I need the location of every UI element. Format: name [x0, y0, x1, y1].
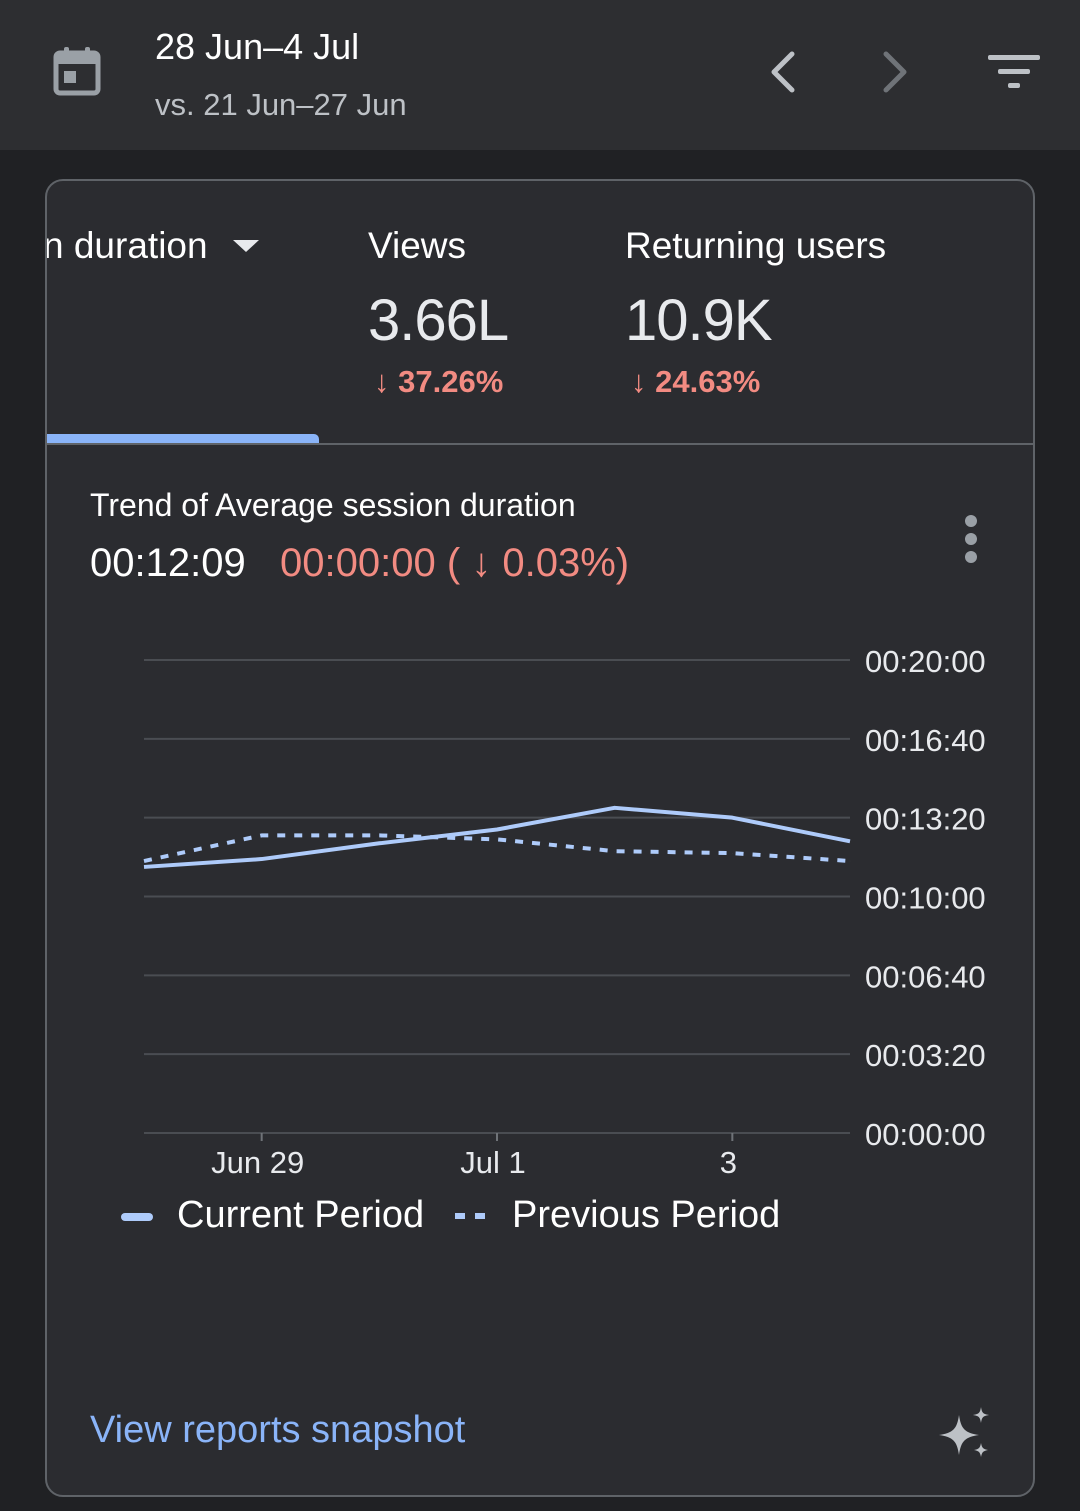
trend-change: 00:00:00 ( ↓ 0.03%): [280, 541, 630, 585]
chevron-right-icon[interactable]: [872, 48, 916, 96]
y-tick-label: 00:13:20: [865, 802, 986, 837]
trend-title: Trend of Average session duration: [90, 487, 576, 523]
metric-label: Returning users: [625, 225, 887, 266]
more-vert-icon[interactable]: [957, 515, 985, 567]
legend-label: Current Period: [177, 1194, 425, 1236]
chevron-left-icon[interactable]: [762, 48, 806, 96]
comparison-range[interactable]: vs. 21 Jun–27 Jun: [155, 87, 407, 122]
selected-tab-indicator: [47, 434, 319, 444]
metric-value: 3.66L: [368, 288, 509, 353]
y-tick-label: 00:06:40: [865, 959, 986, 994]
y-tick-label: 00:03:20: [865, 1038, 986, 1073]
x-tick-label: Jul 1: [460, 1145, 525, 1180]
metric-label: n duration: [45, 225, 208, 266]
trend-line-chart: 00:20:00 00:16:40 00:13:20 00:10:00 00:06:40…: [143, 644, 986, 1180]
x-tick-label: 3: [720, 1145, 737, 1180]
x-tick-label: Jun 29: [211, 1145, 304, 1180]
view-reports-snapshot-link[interactable]: View reports snapshot: [90, 1409, 466, 1451]
calendar-icon[interactable]: [52, 45, 102, 97]
legend-label: Previous Period: [512, 1194, 781, 1236]
date-range-bar: 28 Jun–4 Jul vs. 21 Jun–27 Jun: [0, 0, 1080, 150]
y-tick-label: 00:10:00: [865, 881, 986, 916]
sparkle-icon[interactable]: [937, 1405, 993, 1461]
trend-value: 00:12:09: [90, 541, 246, 585]
metric-change: ↓ 24.63%: [631, 364, 761, 399]
legend-swatch-dotted: [455, 1213, 487, 1219]
y-tick-label: 00:00:00: [865, 1117, 986, 1152]
legend-swatch-solid: [121, 1213, 153, 1221]
y-tick-label: 00:16:40: [865, 723, 986, 758]
metric-value: 10.9K: [625, 288, 773, 353]
metric-change: ↓ 37.26%: [374, 364, 504, 399]
dropdown-arrow-icon[interactable]: [231, 238, 261, 254]
date-range-title[interactable]: 28 Jun–4 Jul: [155, 26, 360, 67]
metric-label: Views: [368, 225, 467, 266]
insights-card: n duration Views 3.66L ↓ 37.26% Returnin…: [45, 179, 1035, 1497]
y-tick-label: 00:20:00: [865, 644, 986, 679]
tab-divider: [47, 443, 1033, 445]
filter-icon[interactable]: [986, 52, 1042, 92]
